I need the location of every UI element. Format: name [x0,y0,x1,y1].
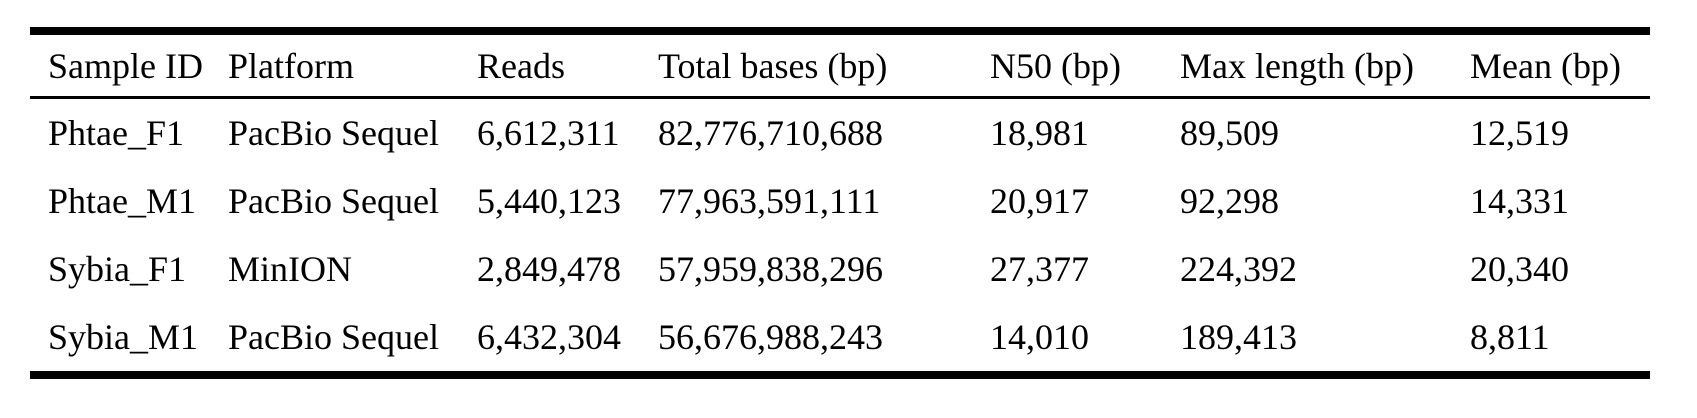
cell-mean: 14,331 [1470,181,1569,221]
cell-total-bases: 77,963,591,111 [658,181,881,221]
cell-n50: 27,377 [990,249,1089,289]
read-statistics-table: Sample ID Platform Reads Total bases (bp… [30,27,1650,379]
cell-max-length: 224,392 [1180,249,1297,289]
table-row: Sybia_F1 MinION 2,849,478 57,959,838,296… [30,235,1650,303]
cell-sample-id: Phtae_F1 [48,113,185,153]
column-header-n50: N50 (bp) [990,31,1180,99]
cell-reads: 6,432,304 [477,317,621,357]
cell-max-length: 189,413 [1180,317,1297,357]
cell-platform: PacBio Sequel [228,113,439,153]
cell-platform: PacBio Sequel [228,317,439,357]
table-row: Phtae_M1 PacBio Sequel 5,440,123 77,963,… [30,167,1650,235]
cell-mean: 12,519 [1470,113,1569,153]
column-header-max-length: Max length (bp) [1180,31,1470,99]
cell-platform: MinION [228,249,352,289]
cell-reads: 5,440,123 [477,181,621,221]
column-header-platform: Platform [228,31,477,99]
cell-mean: 8,811 [1470,317,1550,357]
cell-n50: 14,010 [990,317,1089,357]
cell-sample-id: Sybia_F1 [48,249,187,289]
cell-sample-id: Phtae_M1 [48,181,196,221]
column-header-mean: Mean (bp) [1470,31,1650,99]
cell-n50: 20,917 [990,181,1089,221]
column-header-total-bases: Total bases (bp) [658,31,990,99]
table-header-row: Sample ID Platform Reads Total bases (bp… [30,31,1650,99]
cell-max-length: 89,509 [1180,113,1279,153]
cell-total-bases: 57,959,838,296 [658,249,883,289]
cell-sample-id: Sybia_M1 [48,317,199,357]
cell-mean: 20,340 [1470,249,1569,289]
column-header-reads: Reads [477,31,658,99]
cell-platform: PacBio Sequel [228,181,439,221]
cell-total-bases: 56,676,988,243 [658,317,883,357]
cell-max-length: 92,298 [1180,181,1279,221]
cell-reads: 2,849,478 [477,249,621,289]
table-row: Phtae_F1 PacBio Sequel 6,612,311 82,776,… [30,98,1650,168]
table-row: Sybia_M1 PacBio Sequel 6,432,304 56,676,… [30,303,1650,375]
cell-n50: 18,981 [990,113,1089,153]
cell-total-bases: 82,776,710,688 [658,113,883,153]
cell-reads: 6,612,311 [477,113,620,153]
column-header-sample-id: Sample ID [30,31,228,99]
